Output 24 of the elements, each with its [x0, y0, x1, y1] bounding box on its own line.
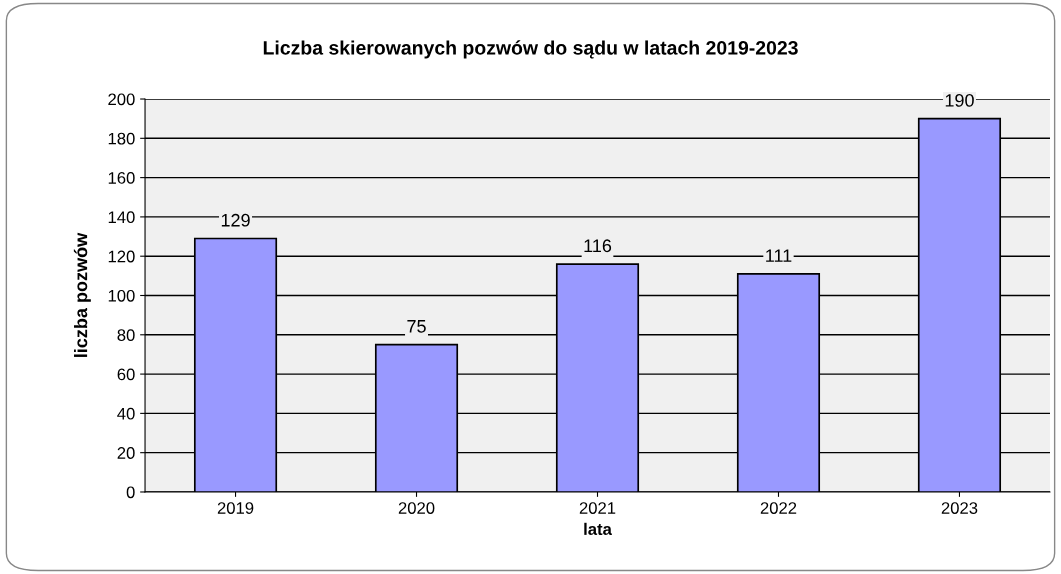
- chart-title: Liczba skierowanych pozwów do sądu w latach 2019-2023: [263, 40, 798, 59]
- data-label: 111: [766, 249, 792, 262]
- y-tick-label: 200: [108, 93, 135, 106]
- y-tick-label: 40: [117, 407, 135, 420]
- x-axis-title: lata: [584, 522, 612, 536]
- data-label: 75: [407, 320, 426, 333]
- y-tick-label: 60: [117, 368, 135, 381]
- y-tick-label: 180: [108, 132, 135, 145]
- data-label: 116: [584, 239, 612, 253]
- data-label: 129: [221, 213, 250, 227]
- x-tick-label: 2019: [217, 502, 254, 514]
- y-tick-label: 120: [108, 250, 135, 263]
- y-tick-label: 100: [108, 289, 135, 302]
- x-tick-label: 2022: [760, 502, 797, 514]
- x-tick-label: 2021: [579, 502, 616, 514]
- y-tick-label: 20: [117, 447, 135, 459]
- data-label: 190: [945, 93, 974, 107]
- y-tick-label: 160: [108, 172, 135, 184]
- y-tick-label: 80: [117, 329, 135, 341]
- y-tick-label: 140: [108, 211, 135, 224]
- y-axis-title: liczba pozwów: [73, 232, 91, 357]
- x-tick-label: 2020: [398, 502, 435, 514]
- x-tick-label: 2023: [941, 502, 978, 514]
- y-tick-label: 0: [126, 486, 135, 499]
